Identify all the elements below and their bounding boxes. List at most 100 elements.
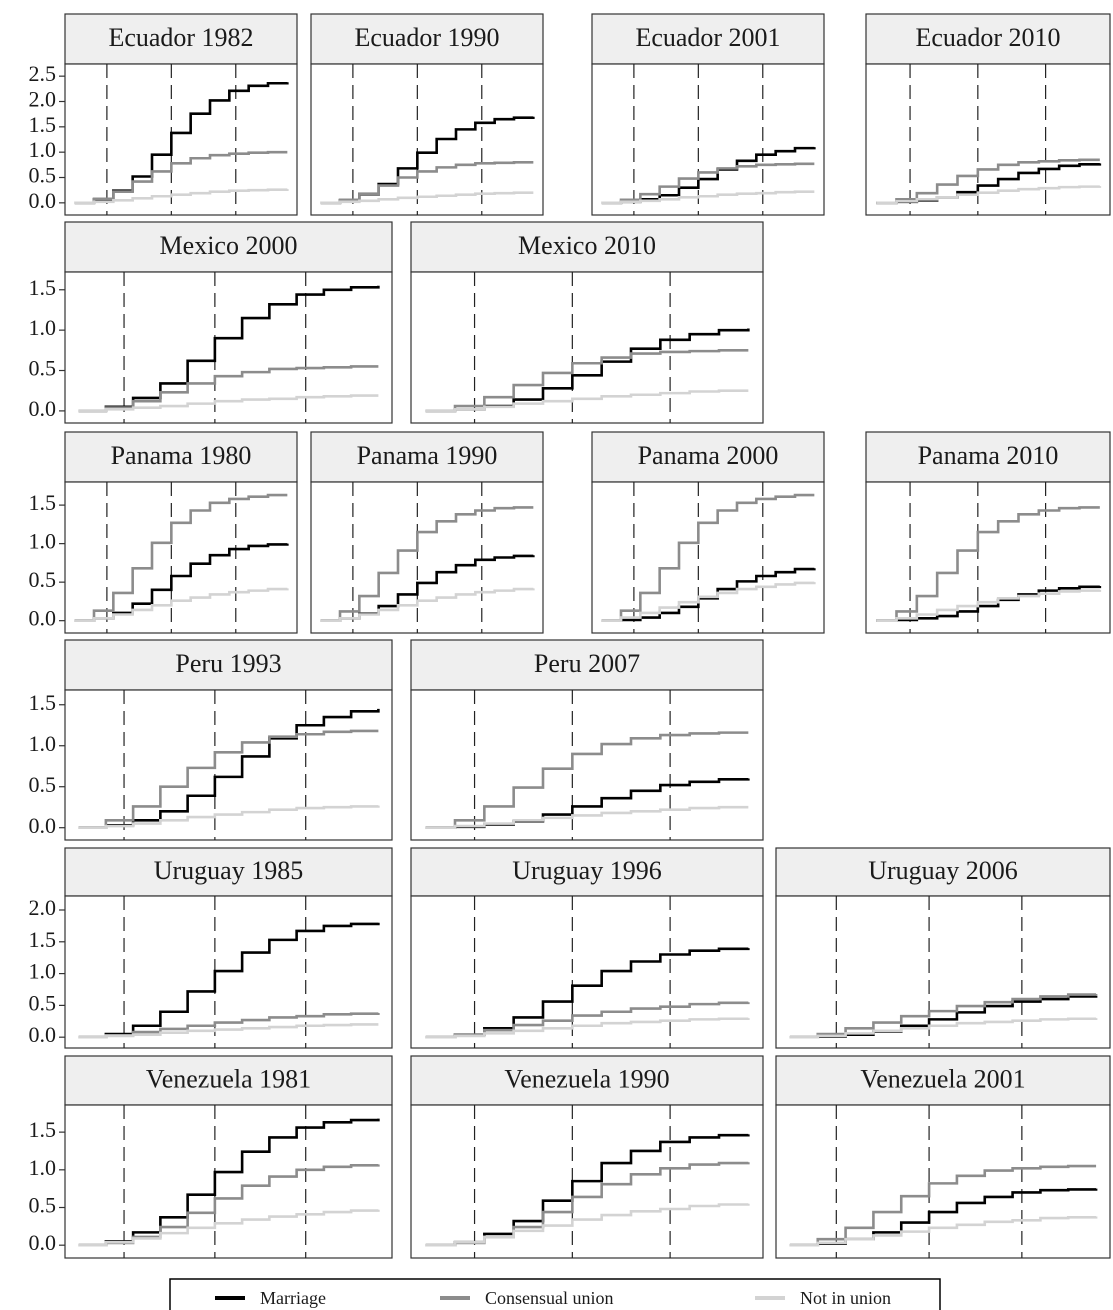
series-line: [425, 1203, 750, 1247]
strip-title: Panama 2010: [918, 441, 1059, 470]
y-tick-label: 0.5: [29, 772, 57, 797]
strip-title: Uruguay 1985: [154, 856, 303, 885]
y-tick-label: 2.5: [29, 61, 57, 86]
strip: [775, 847, 1111, 897]
strip: [865, 431, 1111, 483]
strip: [310, 13, 544, 65]
legend-label: Marriage: [260, 1288, 326, 1308]
series-line: [876, 185, 1102, 205]
strip-title: Ecuador 2001: [635, 23, 780, 52]
panel: [410, 895, 764, 1049]
legend-label: Consensual union: [485, 1288, 614, 1308]
series-line: [425, 349, 749, 413]
series-line: [78, 394, 379, 413]
series-line: [601, 581, 816, 622]
series-line: [320, 587, 535, 622]
y-tick-label: 1.0: [29, 1155, 57, 1180]
series-line: [78, 922, 380, 1039]
series-line: [876, 506, 1100, 622]
series-line: [876, 589, 1102, 622]
y-tick-label: 1.0: [29, 137, 57, 162]
strip: [410, 221, 764, 273]
series-line: [78, 1209, 380, 1247]
panel: [410, 271, 764, 424]
panel: [64, 1104, 393, 1259]
series-line: [320, 506, 534, 622]
y-tick-label: 2.0: [29, 895, 57, 920]
series-line: [601, 190, 815, 205]
panel: [591, 63, 825, 216]
series-line: [74, 587, 289, 622]
series-line: [425, 731, 749, 830]
strip: [64, 13, 298, 65]
series-line: [876, 158, 1100, 205]
series-line: [789, 1164, 1097, 1247]
series-line: [78, 708, 380, 830]
panel: [775, 1104, 1111, 1259]
series-line: [78, 1118, 380, 1247]
series-line: [78, 805, 380, 830]
series-line: [425, 1001, 750, 1039]
strip-title: Ecuador 1990: [354, 23, 499, 52]
strip: [410, 639, 764, 691]
strip-title: Venezuela 1990: [504, 1064, 669, 1093]
y-tick-label: 0.5: [29, 990, 57, 1015]
strip-title: Mexico 2010: [518, 231, 656, 260]
strip: [410, 847, 764, 897]
series-line: [601, 493, 815, 622]
panel: [64, 689, 393, 841]
strip-title: Panama 2000: [638, 441, 779, 470]
strip-title: Peru 1993: [175, 649, 281, 678]
y-tick-label: 0.0: [29, 188, 57, 213]
strip: [64, 847, 393, 897]
panel: [865, 63, 1111, 216]
legend-label: Not in union: [800, 1288, 891, 1308]
series-line: [74, 188, 289, 205]
y-tick-label: 1.5: [29, 1117, 57, 1142]
series-line: [74, 150, 288, 205]
series-line: [78, 365, 379, 413]
y-tick-label: 0.0: [29, 606, 57, 631]
series-line: [320, 191, 534, 205]
y-tick-label: 1.5: [29, 690, 57, 715]
panel: [591, 481, 825, 634]
strip-title: Uruguay 2006: [868, 856, 1017, 885]
series-line: [74, 493, 288, 622]
strip-title: Ecuador 2010: [915, 23, 1060, 52]
panel: [64, 481, 298, 634]
strip-title: Panama 1980: [111, 441, 252, 470]
strip: [591, 13, 825, 65]
strip-title: Venezuela 1981: [146, 1064, 311, 1093]
series-line: [320, 161, 534, 205]
panel: [775, 895, 1111, 1049]
y-tick-label: 1.5: [29, 490, 57, 515]
y-tick-label: 0.0: [29, 813, 57, 838]
y-tick-label: 1.0: [29, 731, 57, 756]
y-tick-label: 0.5: [29, 1193, 57, 1218]
y-tick-label: 1.0: [29, 315, 57, 340]
y-tick-label: 0.5: [29, 356, 57, 381]
series-line: [78, 1023, 379, 1039]
strip: [64, 639, 393, 691]
series-line: [789, 993, 1098, 1039]
y-tick-label: 0.0: [29, 1022, 57, 1047]
y-tick-label: 1.5: [29, 927, 57, 952]
y-tick-label: 2.0: [29, 87, 57, 112]
y-tick-label: 1.0: [29, 529, 57, 554]
y-tick-label: 1.5: [29, 112, 57, 137]
legend-box: [169, 1278, 941, 1310]
panel: [310, 63, 544, 216]
strip: [410, 1055, 764, 1106]
strip: [865, 13, 1111, 65]
series-line: [601, 162, 815, 205]
series-line: [78, 1012, 380, 1039]
y-tick-label: 1.5: [29, 275, 57, 300]
panel: [410, 689, 764, 841]
y-tick-label: 0.5: [29, 163, 57, 188]
series-line: [789, 1216, 1098, 1247]
strip-title: Ecuador 1982: [108, 23, 253, 52]
series-line: [425, 805, 749, 830]
strip: [64, 221, 393, 273]
series-line: [425, 389, 749, 413]
